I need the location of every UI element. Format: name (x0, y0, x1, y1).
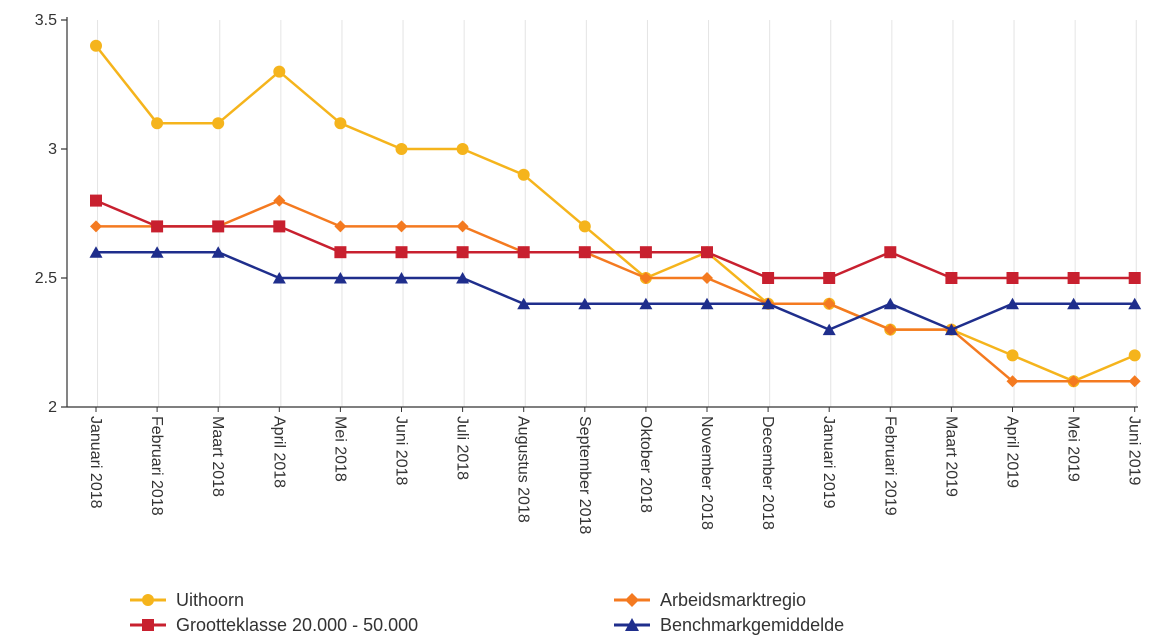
x-tick-label: Mei 2019 (1065, 416, 1082, 482)
x-tick-label: Februari 2019 (881, 416, 898, 516)
series-grootteklasse-20-000-50-000 (90, 194, 1141, 284)
data-point (151, 117, 164, 130)
y-tick-label: 2 (48, 399, 57, 416)
data-point (639, 246, 652, 259)
x-tick-label: Juli 2018 (454, 416, 471, 480)
data-point (334, 246, 347, 259)
data-point (1128, 297, 1142, 310)
data-point (90, 194, 102, 207)
data-point (700, 297, 714, 310)
data-point (334, 220, 347, 233)
data-point (762, 272, 775, 284)
data-point (456, 143, 469, 155)
y-tick-label: 3.5 (35, 12, 57, 29)
x-tick-labels: Januari 2018 Februari 2018 Maart 2018 April… (87, 416, 1143, 534)
data-point (578, 220, 591, 233)
x-tick-label: Februari 2018 (148, 416, 165, 516)
data-point (395, 272, 408, 284)
data-point (1006, 349, 1019, 362)
y-tick-label: 3 (48, 141, 57, 158)
axes (61, 17, 1138, 412)
series-benchmarkgemiddelde (89, 246, 1142, 336)
data-point (395, 246, 408, 259)
data-point (761, 297, 775, 310)
data-point (884, 246, 897, 259)
data-point (212, 220, 225, 233)
data-point (1006, 272, 1019, 284)
data-point (944, 323, 958, 336)
series-line (96, 250, 1135, 331)
x-tick-label: Juni 2018 (393, 416, 410, 485)
x-tick-label: Juni 2019 (1126, 416, 1143, 485)
series-line (96, 199, 1135, 383)
data-point (1067, 375, 1080, 388)
data-point (517, 297, 531, 310)
x-tick-label: Maart 2018 (209, 416, 226, 497)
data-point (212, 117, 225, 130)
data-point (701, 272, 713, 284)
data-point (273, 220, 286, 233)
data-point (823, 272, 836, 284)
data-point (884, 323, 897, 336)
x-tick-label: Oktober 2018 (637, 416, 654, 513)
x-tick-label: November 2018 (698, 416, 715, 530)
data-point (517, 246, 530, 259)
data-point (822, 323, 836, 336)
data-point (883, 297, 897, 310)
x-tick-label: Augustus 2018 (515, 416, 532, 523)
x-tick-label: April 2019 (1004, 416, 1021, 488)
data-point (1128, 375, 1141, 388)
data-point (1006, 297, 1019, 310)
series-line (95, 199, 1135, 280)
data-point (945, 272, 958, 284)
data-point (823, 297, 836, 310)
x-tick-label: Mei 2018 (331, 416, 348, 482)
data-point (90, 220, 102, 233)
data-point (89, 246, 103, 258)
data-point (333, 272, 347, 284)
data-point (701, 246, 713, 259)
data-point (211, 246, 225, 258)
x-tick-label: Januari 2018 (87, 416, 104, 509)
data-point (395, 143, 408, 155)
x-tick-label: April 2018 (270, 416, 287, 488)
x-tick-label: September 2018 (576, 416, 593, 534)
data-point (578, 246, 591, 259)
x-tick-label: December 2018 (759, 416, 776, 530)
data-point (1128, 272, 1141, 284)
data-point (150, 246, 164, 258)
data-point (639, 297, 653, 310)
data-point (1006, 375, 1019, 388)
data-point (578, 297, 592, 310)
data-point (517, 168, 530, 181)
data-point (456, 246, 469, 259)
data-point (273, 194, 286, 207)
data-point (273, 65, 286, 78)
data-point (456, 220, 469, 233)
x-tick-label: Januari 2019 (820, 416, 837, 509)
y-tick-labels: 2 2.5 3 3.5 (35, 12, 57, 416)
data-point (456, 272, 470, 284)
data-point (151, 220, 164, 233)
data-point (334, 117, 347, 130)
data-point (272, 272, 286, 284)
data-point (90, 39, 102, 52)
series-group (89, 39, 1142, 388)
x-tick-label: Maart 2019 (942, 416, 959, 497)
data-point (395, 220, 408, 233)
data-point (1128, 349, 1141, 362)
grid-lines (97, 20, 1137, 407)
data-point (1067, 272, 1080, 284)
y-tick-label: 2.5 (35, 270, 57, 287)
series-arbeidsmarktregio (90, 194, 1141, 388)
data-point (1067, 297, 1081, 310)
data-point (639, 272, 652, 284)
